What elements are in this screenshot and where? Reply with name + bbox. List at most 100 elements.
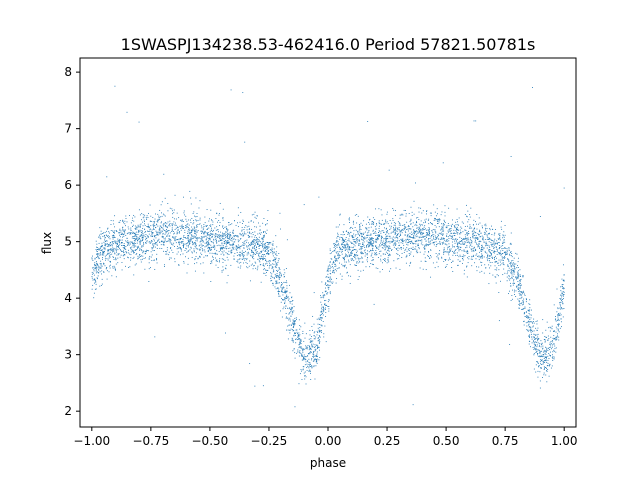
data-point xyxy=(153,224,155,226)
data-point xyxy=(158,229,160,231)
data-point xyxy=(187,230,189,232)
data-point xyxy=(248,229,250,230)
data-point xyxy=(197,237,199,239)
data-point xyxy=(226,234,228,236)
data-point xyxy=(491,250,493,252)
data-point xyxy=(326,305,328,306)
data-point xyxy=(291,306,293,308)
data-point xyxy=(243,252,245,253)
data-point xyxy=(398,258,400,260)
data-point xyxy=(513,270,515,272)
data-point xyxy=(339,238,341,240)
data-point xyxy=(232,248,234,249)
data-point xyxy=(167,234,169,236)
data-point xyxy=(142,238,144,240)
data-point xyxy=(203,224,205,226)
data-point xyxy=(478,243,480,245)
data-point xyxy=(152,243,154,245)
data-point xyxy=(384,246,386,248)
data-point xyxy=(389,270,390,272)
data-point xyxy=(101,278,103,280)
data-point xyxy=(360,232,362,234)
data-point xyxy=(145,257,146,259)
data-point xyxy=(356,222,358,224)
data-point xyxy=(165,241,167,243)
data-point xyxy=(128,232,130,233)
data-point xyxy=(139,235,141,237)
data-point xyxy=(271,273,273,275)
data-point xyxy=(103,254,105,256)
data-point xyxy=(551,348,552,350)
data-point xyxy=(543,374,545,376)
data-point xyxy=(386,238,388,240)
data-point xyxy=(537,327,539,329)
data-point xyxy=(174,237,176,239)
data-point xyxy=(382,240,384,242)
data-point xyxy=(227,247,229,249)
data-point xyxy=(305,358,306,360)
data-point xyxy=(130,232,132,233)
data-point xyxy=(197,248,198,250)
data-point xyxy=(333,250,335,252)
data-point xyxy=(222,248,223,250)
data-point xyxy=(139,226,141,228)
data-point xyxy=(547,339,548,341)
data-point xyxy=(324,325,326,327)
data-point xyxy=(550,341,552,343)
data-point xyxy=(443,237,445,239)
data-point xyxy=(122,233,124,235)
data-point xyxy=(278,275,280,277)
data-point xyxy=(216,253,218,255)
data-point xyxy=(319,314,321,316)
data-point xyxy=(272,243,274,245)
data-point xyxy=(562,288,564,289)
data-point xyxy=(519,301,520,303)
data-point xyxy=(159,233,161,235)
data-point xyxy=(260,281,262,283)
data-point xyxy=(424,260,426,262)
data-point xyxy=(91,271,93,273)
data-point xyxy=(272,282,274,284)
data-point xyxy=(356,238,358,240)
data-point xyxy=(227,242,229,244)
data-point xyxy=(369,243,371,245)
data-point xyxy=(111,244,113,245)
data-point xyxy=(343,265,345,267)
data-point xyxy=(191,242,193,244)
data-point xyxy=(306,346,308,348)
data-point xyxy=(227,232,229,234)
data-points xyxy=(91,85,565,408)
data-point xyxy=(560,321,562,323)
data-point xyxy=(317,347,318,349)
data-point xyxy=(174,194,176,196)
data-point xyxy=(471,245,473,247)
data-point xyxy=(435,215,437,217)
data-point xyxy=(486,230,488,232)
data-point xyxy=(366,227,368,229)
data-point xyxy=(441,233,443,235)
data-point xyxy=(140,223,142,225)
data-point xyxy=(365,253,367,255)
data-point xyxy=(261,237,263,239)
data-point xyxy=(155,213,156,215)
data-point xyxy=(116,246,118,247)
data-point xyxy=(448,240,450,242)
data-point xyxy=(189,249,191,251)
data-point xyxy=(305,361,307,363)
data-point xyxy=(194,242,196,243)
data-point xyxy=(472,236,474,238)
data-point xyxy=(181,242,183,244)
data-point xyxy=(191,218,193,219)
data-point xyxy=(216,236,218,238)
data-point xyxy=(320,318,322,320)
data-point xyxy=(451,236,453,238)
data-point xyxy=(314,346,316,348)
data-point xyxy=(207,255,208,257)
data-point xyxy=(281,282,282,283)
data-point xyxy=(458,246,460,248)
data-point xyxy=(350,253,352,254)
data-point xyxy=(171,227,173,229)
data-point xyxy=(437,219,439,221)
data-point xyxy=(134,216,136,218)
data-point xyxy=(129,247,131,249)
